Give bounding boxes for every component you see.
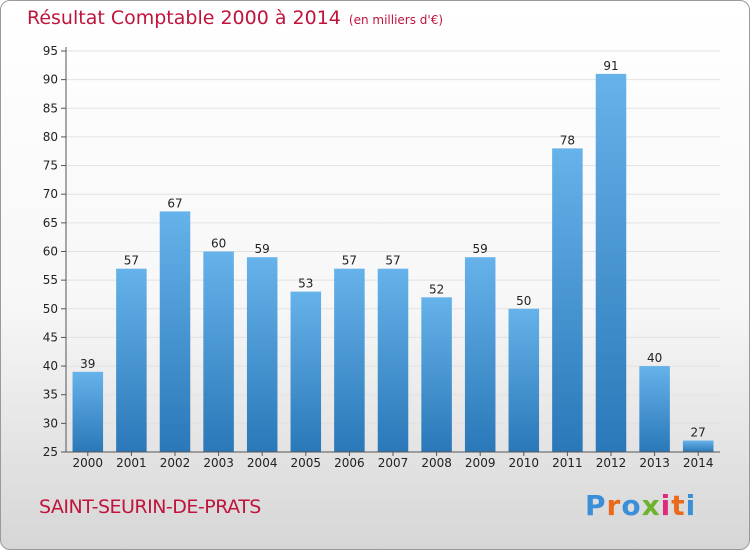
data-label-2011: 78 (560, 133, 575, 147)
bar-2010 (508, 308, 540, 452)
x-tick-label: 2010 (509, 456, 540, 470)
proxiti-logo: Proxiti (585, 489, 696, 522)
y-tick-label: 60 (43, 245, 58, 259)
bar-2000 (72, 371, 104, 452)
logo-letter: i (660, 489, 672, 522)
y-tick-label: 35 (43, 388, 58, 402)
x-tick-label: 2003 (203, 456, 234, 470)
y-tick-label: 70 (43, 187, 58, 201)
data-label-2008: 52 (429, 282, 444, 296)
y-tick-label: 75 (43, 159, 58, 173)
y-tick-label: 30 (43, 416, 58, 430)
logo-letter: i (685, 489, 697, 522)
logo-letter: r (606, 489, 622, 522)
x-tick-label: 2001 (116, 456, 147, 470)
data-label-2005: 53 (298, 277, 313, 291)
data-label-2003: 60 (211, 237, 226, 251)
chart-title: Résultat Comptable 2000 à 2014 (en millie… (27, 7, 443, 29)
bar-2007 (377, 268, 409, 452)
logo-letter: t (671, 489, 686, 522)
bar-2008 (421, 297, 452, 452)
bar-2014 (682, 440, 714, 452)
data-label-2000: 39 (80, 357, 95, 371)
x-tick-label: 2014 (683, 456, 714, 470)
y-tick-label: 40 (43, 359, 58, 373)
y-tick-label: 45 (43, 330, 58, 344)
logo-letter: o (621, 489, 642, 522)
y-tick-label: 85 (43, 101, 58, 115)
bar-2013 (639, 366, 670, 452)
x-tick-label: 2012 (596, 456, 627, 470)
bar-2002 (159, 211, 191, 452)
data-label-2004: 59 (255, 242, 270, 256)
data-label-2001: 57 (124, 254, 139, 268)
x-tick-label: 2005 (291, 456, 322, 470)
bar-2003 (203, 251, 234, 452)
x-tick-label: 2006 (334, 456, 365, 470)
x-tick-label: 2008 (421, 456, 452, 470)
x-tick-label: 2007 (378, 456, 409, 470)
y-tick-label: 25 (43, 445, 58, 459)
y-tick-label: 95 (43, 44, 58, 58)
data-label-2007: 57 (385, 254, 400, 268)
data-label-2010: 50 (516, 294, 531, 308)
bar-2004 (246, 257, 278, 452)
bar-2009 (464, 257, 496, 452)
bar-2006 (334, 268, 365, 452)
bar-2011 (552, 148, 583, 452)
x-tick-label: 2011 (552, 456, 583, 470)
y-tick-label: 80 (43, 130, 58, 144)
commune-name: SAINT-SEURIN-DE-PRATS (39, 496, 261, 518)
x-tick-label: 2004 (247, 456, 278, 470)
y-tick-label: 90 (43, 73, 58, 87)
data-label-2013: 40 (647, 351, 662, 365)
data-label-2006: 57 (342, 254, 357, 268)
bar-2005 (290, 291, 322, 452)
y-tick-label: 55 (43, 273, 58, 287)
y-tick-label: 65 (43, 216, 58, 230)
logo-letter: x (641, 489, 661, 522)
data-label-2012: 91 (603, 59, 618, 73)
data-label-2009: 59 (473, 242, 488, 256)
data-label-2014: 27 (691, 426, 706, 440)
chart-title-main: Résultat Comptable 2000 à 2014 (27, 7, 341, 29)
y-tick-label: 50 (43, 302, 58, 316)
x-tick-label: 2013 (639, 456, 670, 470)
bar-2001 (116, 268, 147, 452)
x-tick-label: 2009 (465, 456, 496, 470)
logo-letter: P (585, 489, 607, 522)
chart-subtitle: (en milliers d'€) (348, 13, 444, 27)
x-tick-label: 2000 (73, 456, 104, 470)
bar-2012 (595, 73, 627, 453)
data-label-2002: 67 (167, 196, 182, 210)
x-tick-label: 2002 (160, 456, 191, 470)
